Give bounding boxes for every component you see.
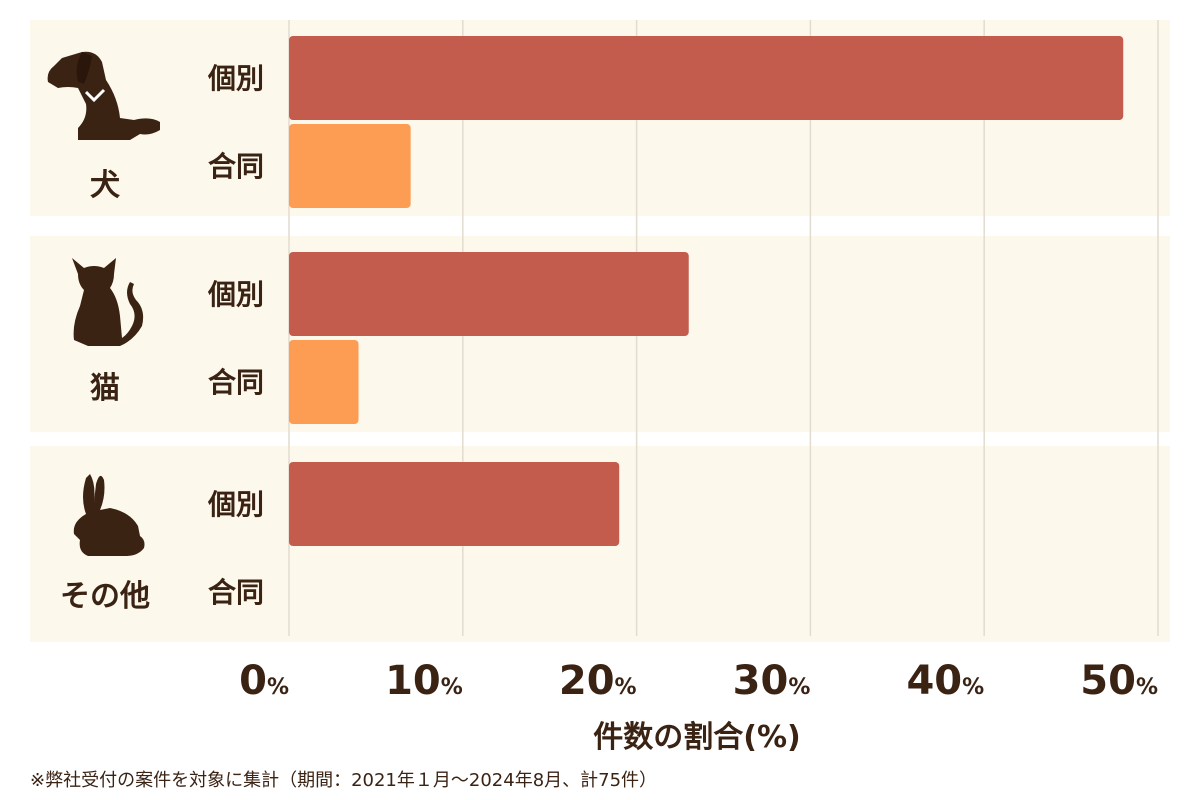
bar-label: 合同 [208,150,264,183]
tick-label: 30% [733,658,811,704]
bar [289,124,411,208]
bar-label: 個別 [207,278,264,311]
group-label: 猫 [90,371,120,406]
x-axis-title: 件数の割合(%) [593,720,800,755]
bars [289,36,1124,546]
tick-label: 10% [385,658,463,704]
group-label: 犬 [90,168,120,203]
tick-label: 40% [906,658,984,704]
bar [289,462,620,546]
footnote: ※弊社受付の案件を対象に集計（期間：2021年１月〜2024年8月、計75件） [30,770,657,791]
bar [289,252,689,336]
bar-label: 合同 [208,366,264,399]
bar-label: 個別 [207,488,264,521]
bar [289,36,1124,120]
icons [47,51,160,556]
bar-label: 合同 [208,576,264,609]
tick-label: 20% [559,658,637,704]
x-axis-ticks: 0% 10% 20% 30% 40% 50% [239,658,1158,704]
tick-label: 0% [239,658,289,704]
group-label: その他 [60,579,150,614]
cat-icon [72,258,144,346]
bar-label: 個別 [207,62,264,95]
dog-icon [47,51,160,140]
rabbit-icon [73,474,145,556]
tick-label: 50% [1080,658,1158,704]
bar [289,340,359,424]
